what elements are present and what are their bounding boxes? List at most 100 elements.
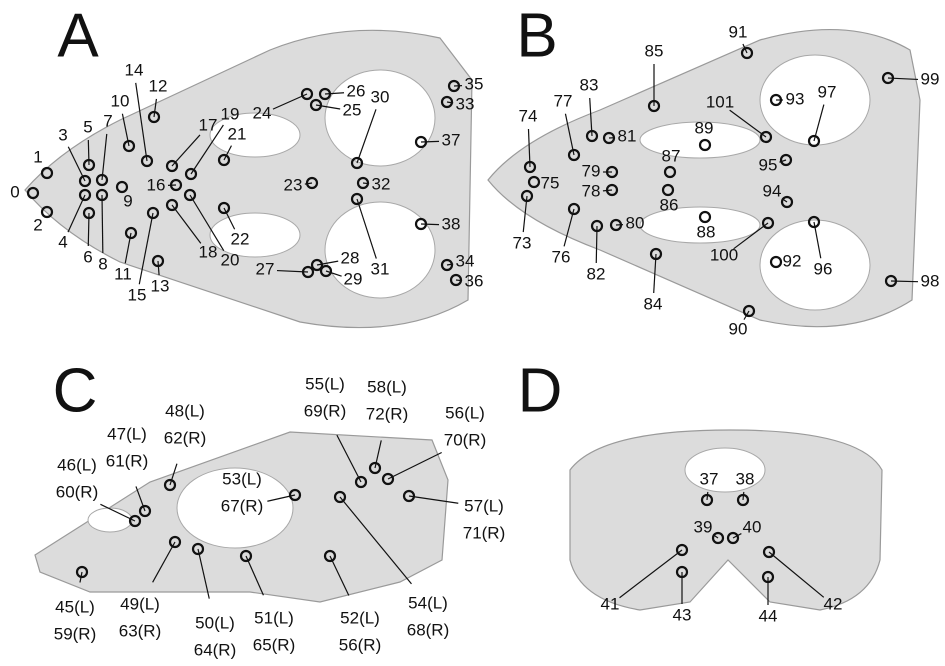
panel-letter: B xyxy=(516,1,557,70)
landmark-label: 64(R) xyxy=(194,640,237,659)
landmark-label: 10 xyxy=(111,91,130,110)
landmark-label: 18 xyxy=(199,242,218,261)
landmark-label: 20 xyxy=(221,250,240,269)
landmark-label: 60(R) xyxy=(56,482,99,501)
landmark-label: 47(L) xyxy=(107,424,147,443)
landmark-label: 86 xyxy=(660,195,679,214)
landmark-label: 9 xyxy=(123,191,132,210)
landmark-label: 94 xyxy=(763,181,782,200)
landmark-label: 67(R) xyxy=(221,496,264,515)
landmark-label: 52(L) xyxy=(340,608,380,627)
landmark-label: 35 xyxy=(465,74,484,93)
landmark-label: 77 xyxy=(554,91,573,110)
landmark-label: 14 xyxy=(125,60,144,79)
skull-dorsal xyxy=(25,30,472,327)
landmark-label: 70(R) xyxy=(444,430,487,449)
landmark-label: 13 xyxy=(151,276,170,295)
landmark-label: 45(L) xyxy=(55,597,95,616)
landmark-label: 46(L) xyxy=(57,455,97,474)
landmark-label: 32 xyxy=(372,174,391,193)
panel-letter: A xyxy=(57,1,99,70)
landmark-label: 55(L) xyxy=(305,374,345,393)
landmark-label: 59(R) xyxy=(54,624,97,643)
landmark-label: 57(L) xyxy=(464,496,504,515)
leader-line xyxy=(88,140,89,165)
landmark-label: 51(L) xyxy=(254,608,294,627)
landmark-label: 63(R) xyxy=(119,621,162,640)
landmark-label: 53(L) xyxy=(222,469,262,488)
landmark-label: 56(L) xyxy=(445,403,485,422)
figure: A012345678910111213141516171819202122232… xyxy=(0,0,945,666)
landmark-label: 28 xyxy=(341,248,360,267)
leader-line xyxy=(102,195,103,253)
landmark-label: 16 xyxy=(147,175,166,194)
landmark-label: 88 xyxy=(697,222,716,241)
landmark-label: 23 xyxy=(284,175,303,194)
landmark-label: 38 xyxy=(442,214,461,233)
landmark-label: 61(R) xyxy=(106,451,149,470)
skull-lateral xyxy=(35,432,448,602)
landmark-label: 34 xyxy=(456,251,475,270)
landmark-label: 93 xyxy=(786,89,805,108)
landmark-label: 7 xyxy=(103,111,112,130)
landmark-label: 19 xyxy=(221,104,240,123)
landmark-label: 97 xyxy=(818,82,837,101)
landmark-label: 95 xyxy=(759,155,778,174)
landmark-label: 41 xyxy=(601,594,620,613)
panel-letter: D xyxy=(518,356,563,425)
landmark-label: 39 xyxy=(694,517,713,536)
leader-line xyxy=(421,141,439,142)
landmark-label: 22 xyxy=(231,229,250,248)
landmark-label: 33 xyxy=(456,94,475,113)
landmark-label: 82 xyxy=(587,264,606,283)
landmark-label: 96 xyxy=(814,259,833,278)
landmark-label: 48(L) xyxy=(165,401,205,420)
landmark-label: 36 xyxy=(465,271,484,290)
landmark-label: 37 xyxy=(442,130,461,149)
landmark-label: 43 xyxy=(673,605,692,624)
landmark-label: 42 xyxy=(824,594,843,613)
landmark-label: 79 xyxy=(582,161,601,180)
landmark-label: 87 xyxy=(662,146,681,165)
landmark-label: 90 xyxy=(729,319,748,338)
landmark-label: 30 xyxy=(371,87,390,106)
landmark-label: 68(R) xyxy=(407,620,450,639)
landmark-label: 26 xyxy=(347,81,366,100)
landmark-label: 62(R) xyxy=(164,428,207,447)
landmark-label: 29 xyxy=(344,269,363,288)
landmark-label: 73 xyxy=(513,233,532,252)
landmark-label: 49(L) xyxy=(120,594,160,613)
landmark-label: 98 xyxy=(921,271,940,290)
landmark-label: 80 xyxy=(626,213,645,232)
landmark-label: 91 xyxy=(729,22,748,41)
landmark-label: 72(R) xyxy=(366,404,409,423)
landmark-label: 2 xyxy=(33,215,42,234)
landmark-label: 99 xyxy=(921,69,940,88)
leader-line xyxy=(421,224,439,225)
landmark-label: 78 xyxy=(582,181,601,200)
landmark-label: 101 xyxy=(706,92,734,111)
landmark-label: 54(L) xyxy=(408,593,448,612)
landmark-label: 17 xyxy=(199,115,218,134)
landmark-label: 75 xyxy=(541,173,560,192)
landmark-label: 25 xyxy=(343,100,362,119)
landmark-label: 3 xyxy=(58,125,67,144)
landmark-label: 76 xyxy=(552,247,571,266)
landmark-label: 83 xyxy=(580,75,599,94)
landmark-label: 6 xyxy=(83,247,92,266)
landmark-label: 71(R) xyxy=(463,523,506,542)
landmark-label: 44 xyxy=(759,606,778,625)
panel-letter: C xyxy=(53,356,98,425)
skull-frontal xyxy=(570,430,882,610)
landmark-label: 21 xyxy=(228,124,247,143)
landmark-label: 92 xyxy=(783,251,802,270)
landmark-label: 85 xyxy=(645,41,664,60)
landmark-label: 0 xyxy=(10,182,19,201)
landmark-label: 89 xyxy=(695,118,714,137)
landmark-label: 31 xyxy=(371,259,390,278)
landmark-label: 11 xyxy=(114,264,132,283)
landmark-label: 27 xyxy=(256,259,275,278)
landmark-label: 84 xyxy=(644,294,663,313)
landmark-label: 69(R) xyxy=(304,401,347,420)
landmark-label: 38 xyxy=(736,469,755,488)
